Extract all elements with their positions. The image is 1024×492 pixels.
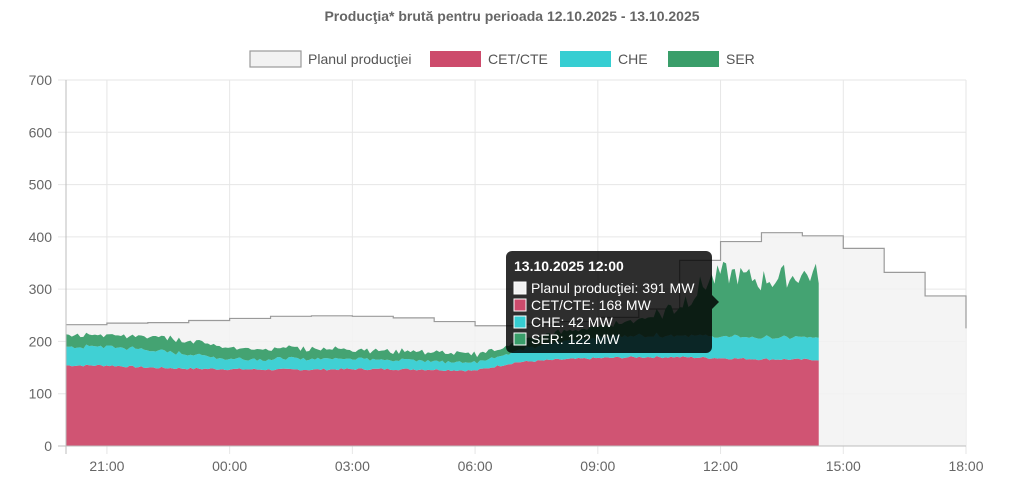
tooltip-swatch	[513, 315, 527, 329]
x-tick-label: 18:00	[948, 458, 983, 474]
legend-swatch	[668, 51, 719, 67]
y-tick-label: 600	[29, 124, 53, 140]
x-tick-label: 12:00	[703, 458, 738, 474]
tooltip-swatch	[513, 298, 527, 312]
series-area-cet-cte[interactable]	[66, 356, 819, 446]
x-tick-label: 09:00	[580, 458, 615, 474]
chart-title: Producţia* brută pentru perioada 12.10.2…	[324, 8, 700, 24]
tooltip: 13.10.2025 12:00 Planul producţiei: 391 M…	[506, 251, 719, 353]
legend-label: CET/CTE	[488, 51, 548, 67]
y-tick-label: 500	[29, 177, 53, 193]
y-tick-label: 300	[29, 281, 53, 297]
y-tick-label: 100	[29, 386, 53, 402]
chart-axes: 0 100 200 300 400 500 600 700 21:00 00:00 03:00 06:…	[29, 72, 984, 474]
x-tick-label: 03:00	[335, 458, 370, 474]
legend-swatch	[430, 51, 481, 67]
tooltip-swatch	[513, 332, 527, 346]
tooltip-line: Planul producţiei: 391 MW	[531, 280, 695, 296]
legend-item[interactable]: SER	[668, 51, 755, 67]
x-tick-label: 00:00	[212, 458, 247, 474]
y-tick-label: 200	[29, 333, 53, 349]
y-tick-label: 0	[44, 438, 52, 454]
legend-label: Planul producţiei	[308, 51, 412, 67]
x-tick-label: 06:00	[458, 458, 493, 474]
legend-label: SER	[726, 51, 755, 67]
tooltip-line: SER: 122 MW	[531, 331, 620, 347]
tooltip-box	[506, 251, 712, 353]
legend-label: CHE	[618, 51, 648, 67]
legend-item[interactable]: Planul producţiei	[249, 50, 412, 68]
tooltip-swatch	[513, 281, 527, 295]
tooltip-line: CHE: 42 MW	[531, 314, 613, 330]
legend-item[interactable]: CET/CTE	[430, 51, 548, 67]
tooltip-caret	[712, 295, 719, 309]
x-tick-label: 15:00	[826, 458, 861, 474]
legend-swatch	[249, 50, 302, 68]
y-tick-label: 400	[29, 229, 53, 245]
tooltip-title: 13.10.2025 12:00	[514, 258, 624, 274]
x-tick-label: 21:00	[89, 458, 124, 474]
legend-item[interactable]: CHE	[560, 51, 648, 67]
legend-swatch	[560, 51, 611, 67]
tooltip-line: CET/CTE: 168 MW	[531, 297, 652, 313]
legend[interactable]: Planul producţiei CET/CTE CHE SER	[249, 50, 755, 68]
y-tick-label: 700	[29, 72, 53, 88]
